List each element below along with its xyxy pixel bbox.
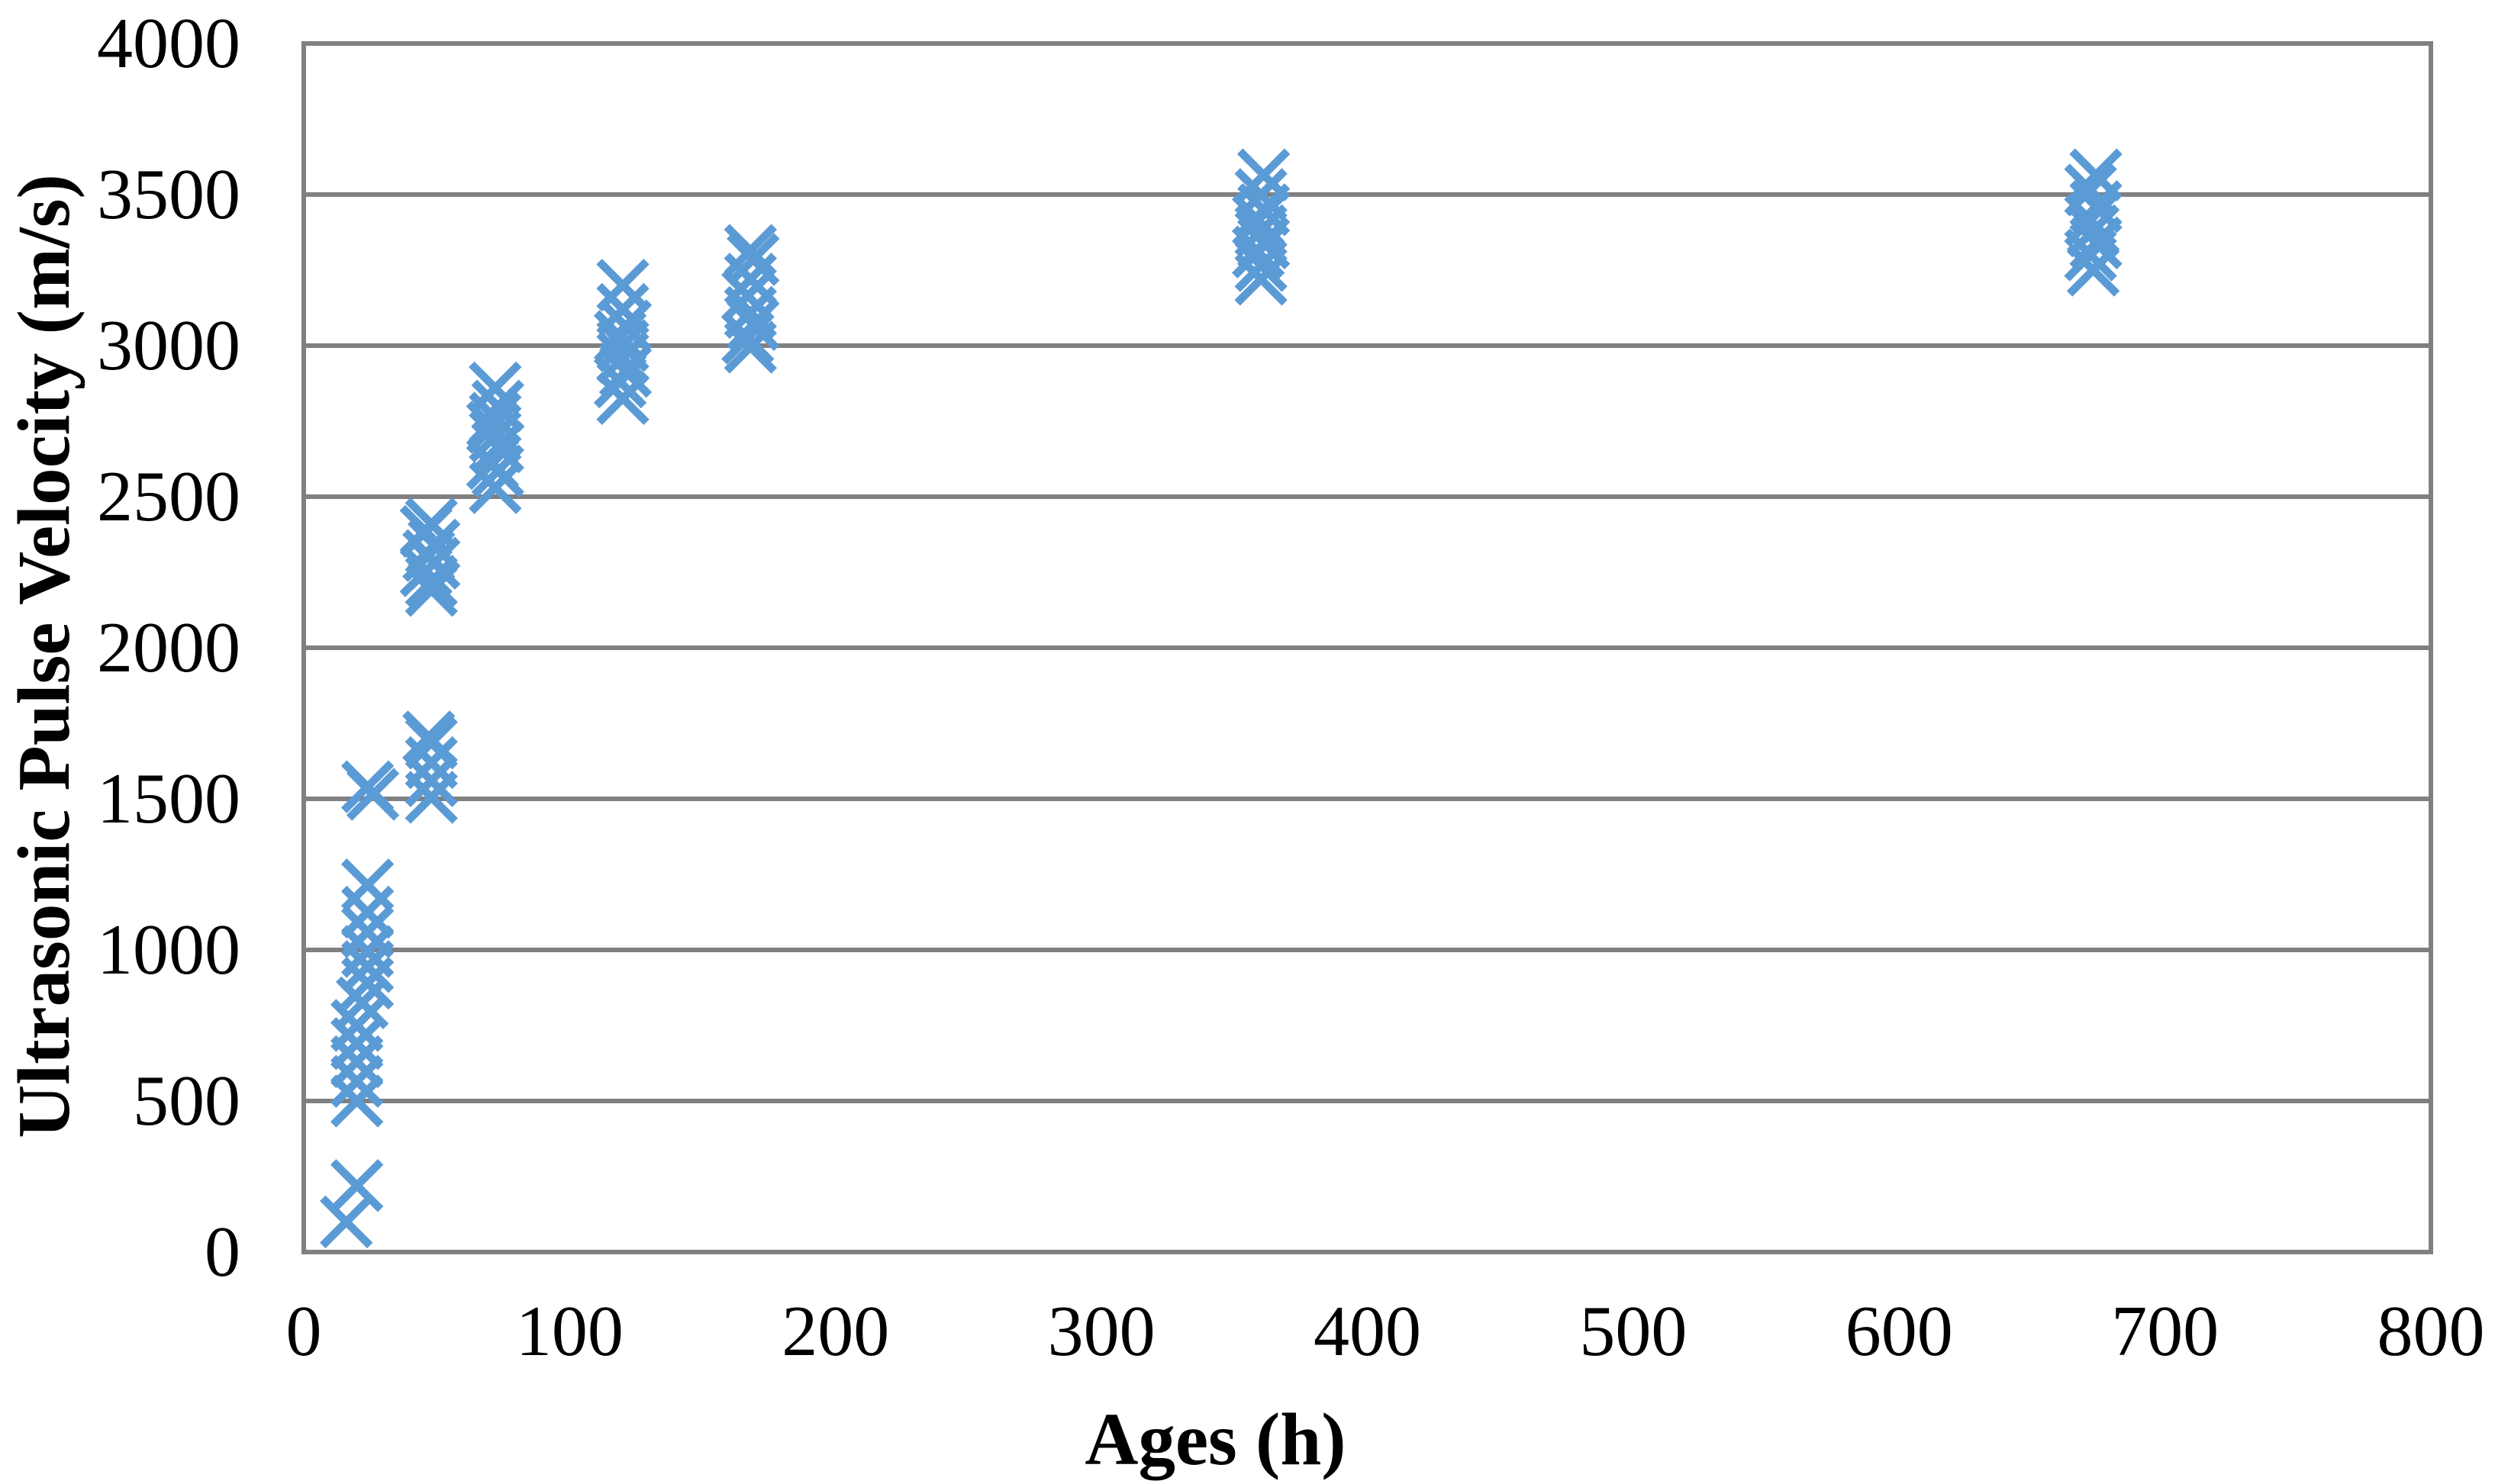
x-tick-label-600: 600 — [1845, 1292, 1953, 1371]
data-point-marker — [405, 497, 458, 551]
data-point-marker — [1234, 168, 1288, 221]
data-point-marker — [471, 379, 525, 433]
x-axis-title: Ages (h) — [1085, 1399, 1346, 1480]
data-point-marker — [596, 259, 650, 312]
y-tick-label-0: 0 — [205, 1212, 240, 1292]
data-point-marker — [340, 858, 395, 912]
data-point-marker — [320, 1195, 373, 1249]
y-tick-label-3500: 3500 — [97, 155, 240, 234]
data-point-marker — [724, 224, 777, 277]
x-tick-label-500: 500 — [1579, 1292, 1688, 1371]
data-point-marker — [330, 1054, 384, 1108]
data-point-marker — [2069, 148, 2123, 201]
x-tick-label-300: 300 — [1047, 1292, 1156, 1371]
x-tick-label-100: 100 — [515, 1292, 624, 1371]
data-point-marker — [340, 925, 395, 978]
data-point-marker — [340, 905, 395, 958]
y-tick-label-500: 500 — [133, 1061, 240, 1141]
data-point-marker — [402, 710, 456, 764]
data-point-marker — [330, 1159, 384, 1212]
y-tick-label-2500: 2500 — [97, 457, 240, 536]
x-tick-label-200: 200 — [782, 1292, 890, 1371]
data-point-marker — [598, 299, 653, 352]
x-tick-label-800: 800 — [2377, 1292, 2485, 1371]
data-point-marker — [405, 754, 458, 807]
x-tick-label-700: 700 — [2111, 1292, 2219, 1371]
data-point-marker — [2064, 163, 2117, 217]
x-tick-label-0: 0 — [285, 1292, 322, 1371]
y-tick-label-4000: 4000 — [97, 4, 240, 83]
data-point-marker — [330, 1074, 384, 1128]
y-tick-label-1000: 1000 — [97, 910, 240, 990]
data-point-marker — [1236, 148, 1291, 201]
x-tick-label-400: 400 — [1314, 1292, 1421, 1371]
data-point-marker — [727, 233, 780, 286]
data-point-marker — [596, 282, 650, 336]
data-point-marker — [346, 768, 400, 821]
y-tick-label-1500: 1500 — [97, 759, 240, 839]
y-tick-label-3000: 3000 — [97, 306, 240, 385]
data-point-marker — [469, 361, 522, 415]
y-tick-label-2000: 2000 — [97, 608, 240, 687]
